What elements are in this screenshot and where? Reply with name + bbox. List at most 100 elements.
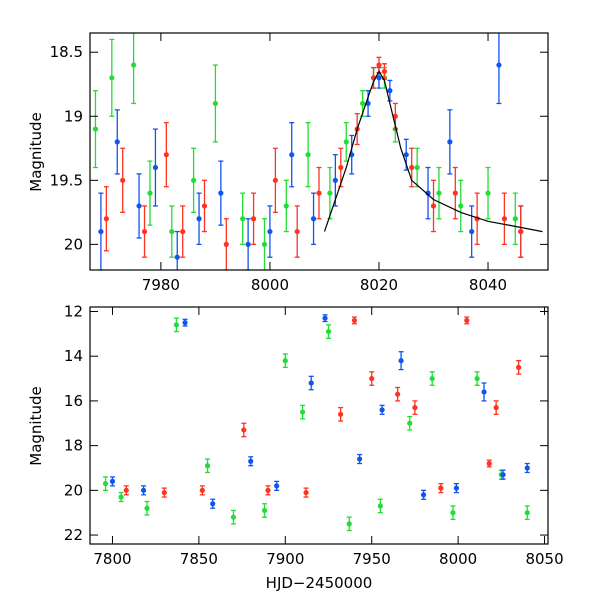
top-series-1-point	[196, 192, 202, 246]
top-series-0-point	[458, 179, 464, 233]
top-series-2-point	[501, 192, 507, 246]
bottom-series-1-point	[453, 482, 459, 494]
top-series-0-point	[92, 89, 99, 169]
top-series-2-point	[180, 205, 186, 258]
bottom-series-1-point	[308, 375, 314, 391]
bottom-series-0-point	[282, 353, 288, 369]
top-series-0-point	[283, 179, 289, 233]
top-series-1-point	[98, 192, 104, 270]
bottom-series-2-point	[265, 485, 271, 496]
bottom-series-1-point	[274, 480, 280, 491]
bottom-series-0-point	[144, 500, 150, 516]
bottom-series-1-point	[210, 498, 216, 509]
bottom-series-1-point	[420, 489, 427, 500]
top-series-1-point	[245, 218, 251, 270]
top-series-0-point	[190, 147, 197, 214]
top-series-1-point	[267, 205, 273, 258]
top-series-2-point	[316, 166, 322, 220]
bottom-series-2-point	[161, 487, 167, 498]
top-series-2-point	[120, 147, 126, 214]
bottom-y-tick-label: 14	[64, 347, 83, 365]
bottom-series-2-point	[516, 360, 522, 375]
top-series-2-point	[141, 205, 148, 258]
bottom-panel-ticks: 7800 7850 7900 7950 8000 8050 12 14 16 18 20 22	[64, 302, 564, 568]
bottom-series-2-point	[123, 485, 129, 496]
top-series-1-point	[447, 109, 453, 175]
bottom-series-1-point	[398, 351, 404, 371]
top-series-0-point	[131, 33, 137, 105]
bottom-y-tick-label: 20	[64, 481, 83, 499]
top-y-tick-label: 18.5	[50, 43, 83, 61]
bottom-x-tick-label: 7800	[93, 550, 131, 568]
bottom-x-tick-label: 8000	[439, 550, 477, 568]
bottom-series-0-point	[230, 509, 237, 525]
bottom-series-2-point	[493, 400, 499, 415]
bottom-series-2-point	[412, 400, 418, 415]
bottom-series-0-point	[325, 324, 332, 339]
bottom-panel-y-axis-label: Magnitude	[27, 386, 45, 465]
top-series-2-point	[272, 147, 278, 214]
bottom-series-1-point	[357, 453, 363, 465]
bottom-x-tick-label: 7950	[353, 550, 391, 568]
top-panel-model-curve	[323, 70, 543, 233]
top-series-0-point	[169, 205, 175, 258]
top-series-0-point	[343, 122, 349, 162]
bottom-series-1-point	[182, 318, 188, 327]
top-panel-data-points	[92, 33, 524, 270]
bottom-series-1-point	[481, 382, 487, 402]
bottom-x-tick-label: 7850	[180, 550, 218, 568]
bottom-series-0-point	[407, 415, 413, 431]
bottom-series-0-point	[429, 371, 435, 386]
top-series-1-point	[174, 230, 180, 270]
top-panel-y-axis-label: Magnitude	[27, 112, 45, 191]
top-panel-ticks: 7980 8000 8020 8040 18.5 19 19.5 20	[50, 33, 548, 294]
top-series-2-point	[338, 147, 344, 188]
bottom-series-2-point	[241, 422, 247, 438]
top-series-0-point	[512, 192, 518, 246]
bottom-series-2-point	[464, 316, 470, 325]
top-series-2-point	[103, 186, 109, 252]
top-series-0-point	[414, 147, 420, 188]
top-series-0-point	[436, 166, 442, 220]
top-series-2-point	[294, 205, 300, 258]
bottom-series-2-point	[486, 459, 492, 468]
bottom-series-1-point	[322, 314, 328, 323]
bottom-series-0-point	[524, 505, 530, 521]
bottom-series-1-point	[500, 469, 506, 480]
bottom-y-tick-label: 18	[64, 437, 83, 455]
top-series-1-point	[310, 192, 317, 246]
bottom-y-tick-label: 16	[64, 392, 83, 410]
bottom-series-0-point	[173, 317, 180, 333]
bottom-panel-data-points	[102, 314, 530, 532]
bottom-series-0-point	[102, 476, 109, 491]
bottom-y-tick-label: 22	[64, 526, 83, 544]
bottom-series-0-point	[346, 516, 352, 532]
top-series-1-point	[469, 205, 475, 258]
top-x-tick-label: 8020	[360, 276, 398, 294]
top-series-1-point	[425, 166, 431, 220]
top-series-1-point	[496, 33, 502, 105]
top-panel: 7980 8000 8020 8040 18.5 19 19.5 20 Magnitude	[27, 32, 549, 294]
bottom-panel-x-axis-label: HJD−2450000	[266, 574, 373, 592]
top-series-1-point	[136, 173, 142, 239]
bottom-series-2-point	[338, 406, 344, 422]
top-series-0-point	[485, 166, 491, 220]
top-x-tick-label: 8040	[469, 276, 507, 294]
bottom-x-tick-label: 7900	[266, 550, 304, 568]
top-series-0-point	[261, 218, 268, 270]
top-series-2-point	[381, 63, 388, 80]
top-series-0-point	[212, 64, 219, 143]
bottom-panel-frame	[89, 306, 549, 545]
top-y-tick-label: 19.5	[50, 171, 83, 189]
top-series-0-point	[147, 160, 153, 226]
top-series-1-point	[152, 128, 159, 207]
bottom-series-0-point	[299, 404, 306, 420]
top-series-1-point	[114, 109, 120, 175]
top-series-0-point	[109, 38, 115, 117]
top-series-0-point	[305, 122, 311, 188]
top-y-tick-label: 19	[64, 107, 83, 125]
top-series-1-point	[332, 154, 338, 207]
top-y-tick-label: 20	[64, 235, 83, 253]
top-series-2-point	[518, 205, 524, 258]
bottom-series-0-point	[261, 503, 268, 518]
